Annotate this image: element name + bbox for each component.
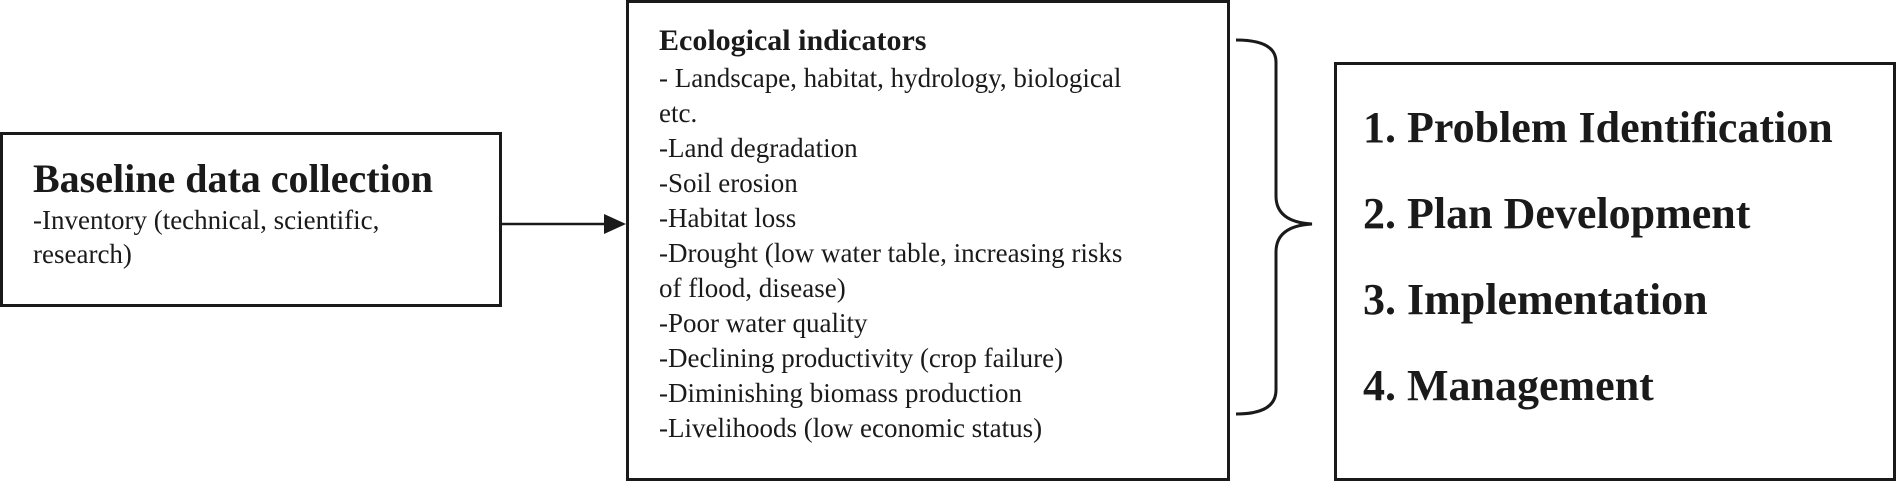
indicator-item: etc. — [659, 98, 698, 128]
arrow-head — [604, 214, 626, 234]
indicator-item: -Drought (low water table, increasing ri… — [659, 238, 1123, 268]
process-steps-box: 1. Problem Identification 2. Plan Develo… — [1334, 62, 1896, 481]
indicator-item: -Land degradation — [659, 133, 858, 163]
indicator-item: -Soil erosion — [659, 168, 798, 198]
step-problem-identification: 1. Problem Identification — [1363, 103, 1833, 152]
step-plan-development: 2. Plan Development — [1363, 189, 1751, 238]
baseline-data-box: Baseline data collection -Inventory (tec… — [0, 132, 502, 307]
indicators-list: - Landscape, habitat, hydrology, biologi… — [659, 61, 1227, 446]
baseline-body: -Inventory (technical, scientific, resea… — [33, 205, 380, 269]
indicator-item: - Landscape, habitat, hydrology, biologi… — [659, 63, 1122, 93]
indicator-item: -Livelihoods (low economic status) — [659, 413, 1043, 443]
baseline-title: Baseline data collection — [33, 156, 433, 201]
ecological-indicators-box: Ecological indicators - Landscape, habit… — [626, 0, 1230, 481]
indicator-item: -Habitat loss — [659, 203, 797, 233]
step-management: 4. Management — [1363, 361, 1654, 410]
indicator-item: -Poor water quality — [659, 308, 868, 338]
indicators-title: Ecological indicators — [659, 24, 927, 57]
step-implementation: 3. Implementation — [1363, 275, 1708, 324]
indicator-item: of flood, disease) — [659, 273, 846, 303]
brace — [1235, 38, 1313, 416]
indicator-item: -Declining productivity (crop failure) — [659, 343, 1064, 373]
indicator-item: -Diminishing biomass production — [659, 378, 1022, 408]
